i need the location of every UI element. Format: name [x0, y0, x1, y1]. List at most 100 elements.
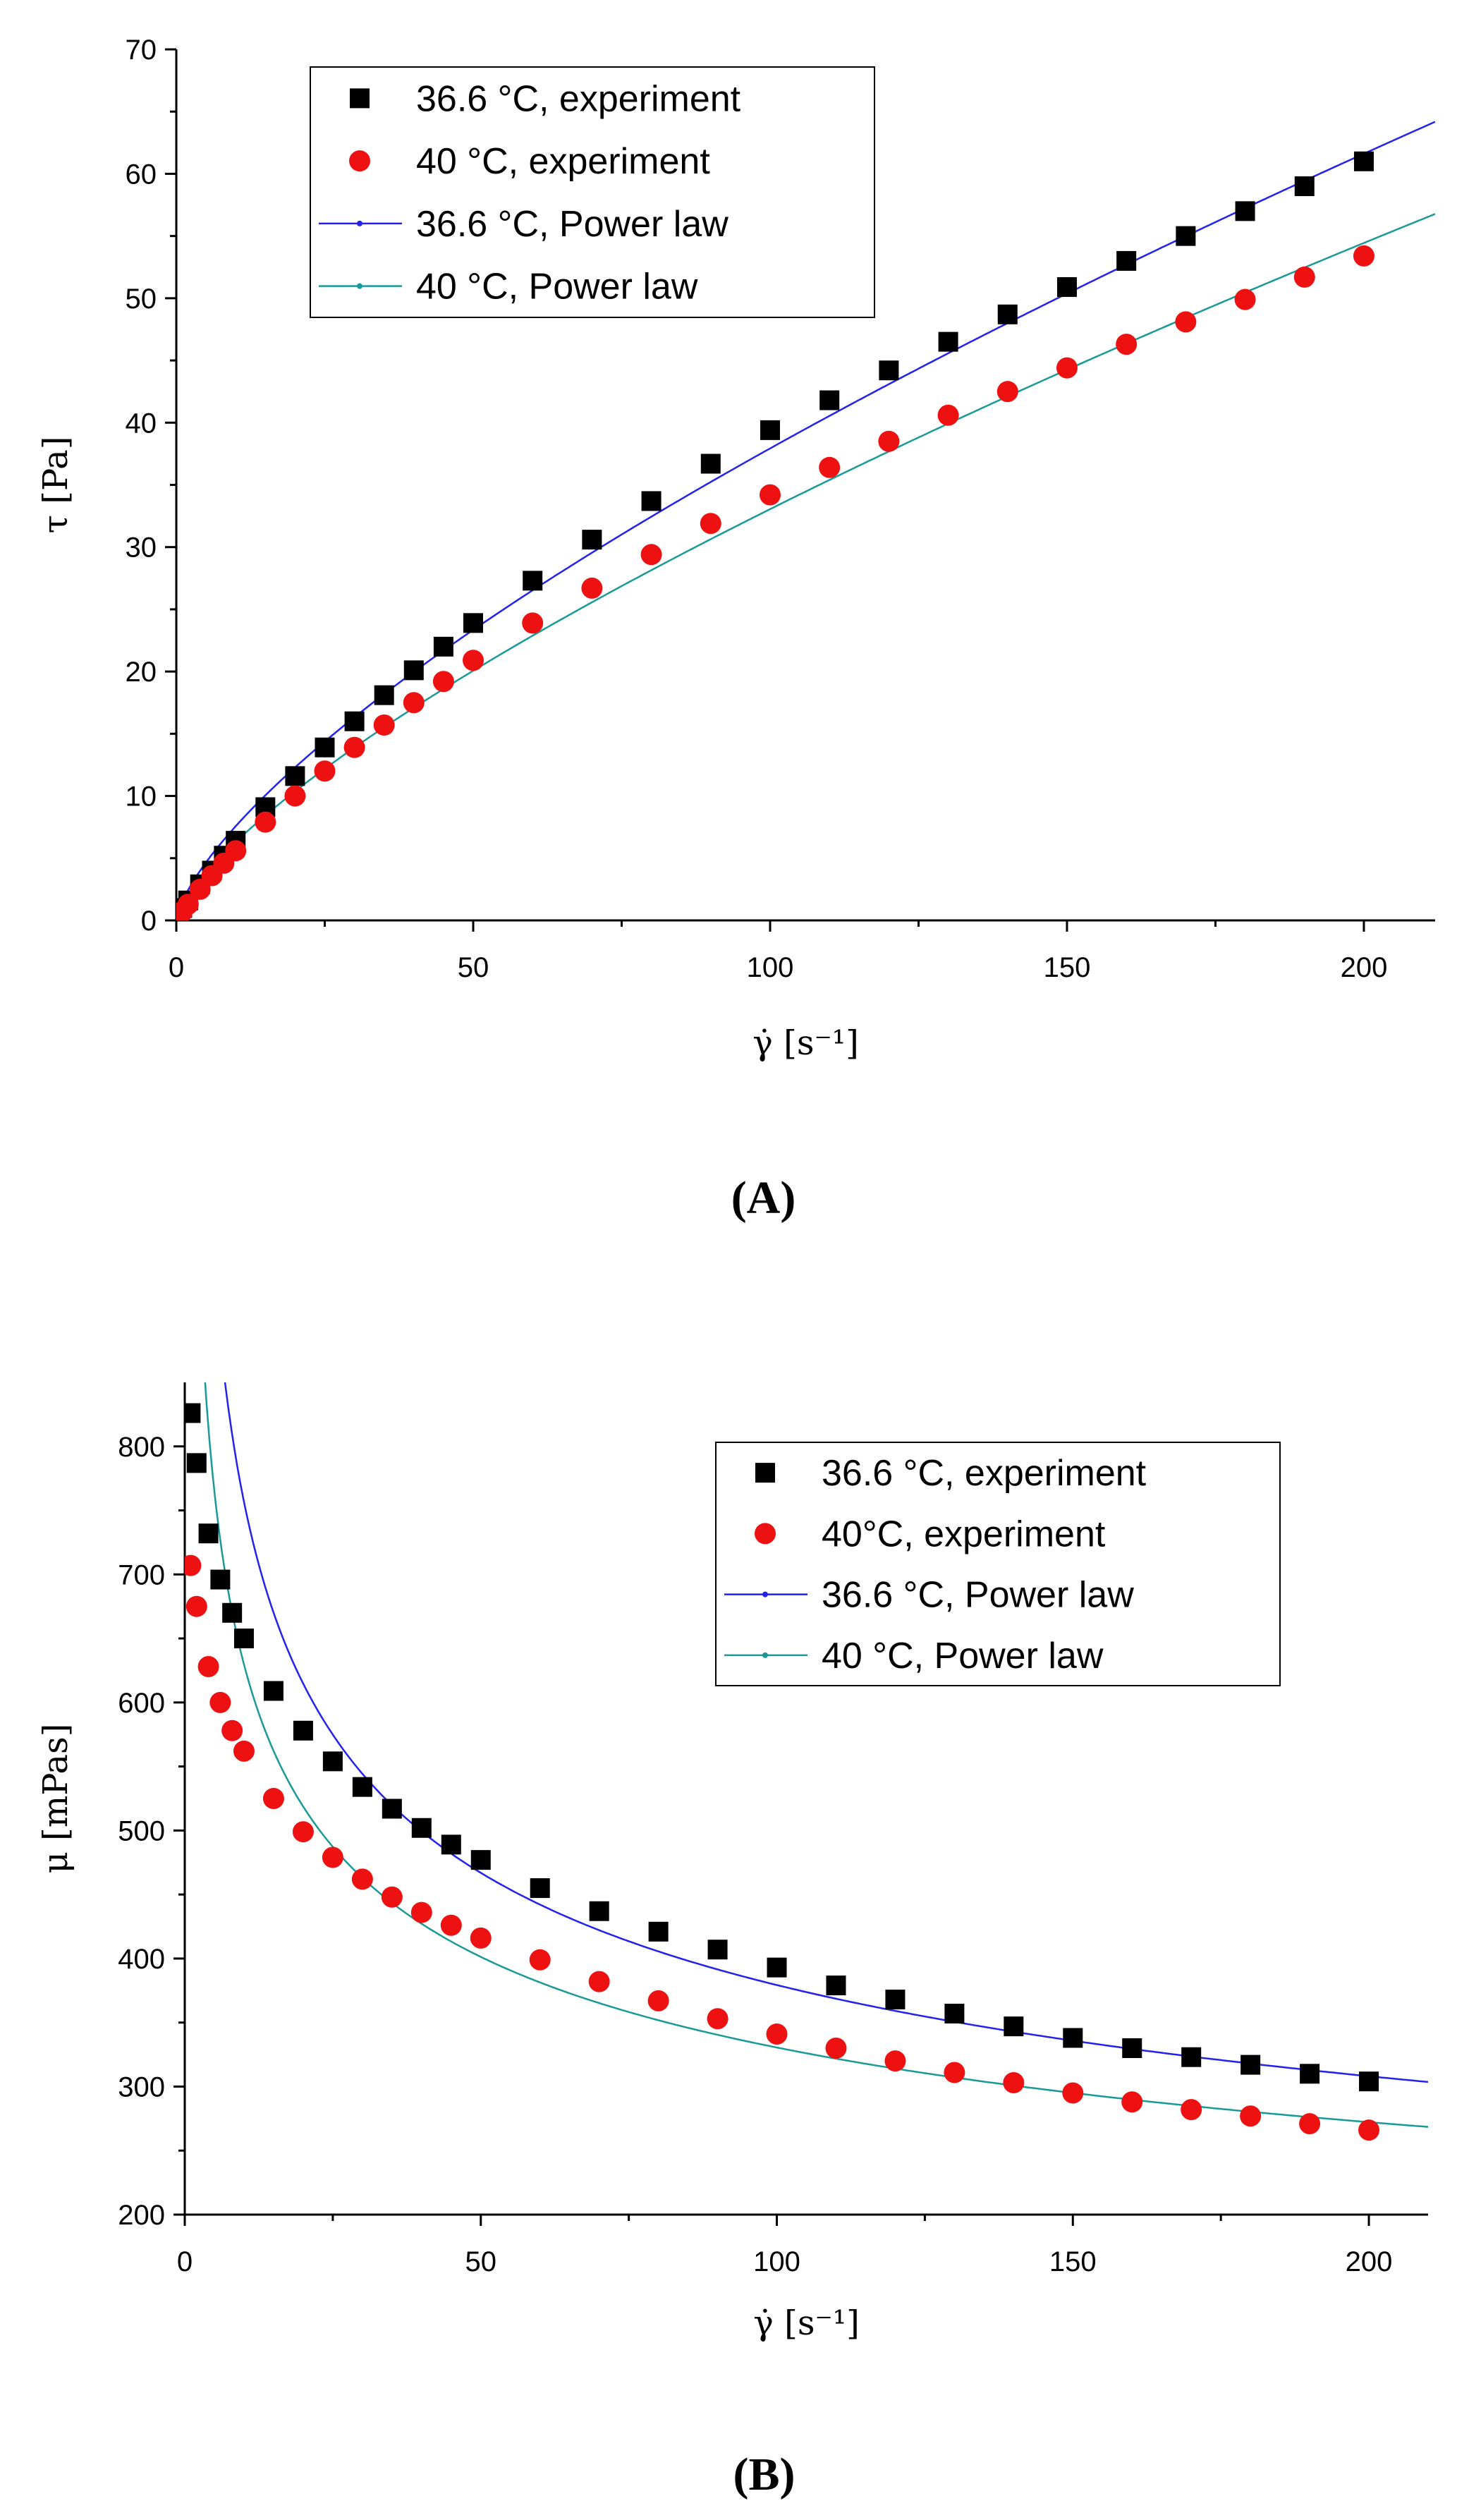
data-point [233, 1740, 255, 1762]
y-tick-label: 800 [118, 1432, 165, 1463]
data-point [707, 1940, 728, 1960]
data-point [581, 577, 603, 599]
data-point [197, 1656, 219, 1678]
x-tick-label: 150 [1049, 2246, 1097, 2277]
x-tick-label: 100 [753, 2246, 800, 2277]
data-point [1116, 334, 1138, 355]
data-point [292, 1821, 314, 1843]
legend-label: 36.6 °C, Power law [822, 1575, 1134, 1616]
data-point [403, 660, 424, 681]
data-point [1293, 266, 1315, 288]
data-point [640, 544, 662, 566]
data-point [760, 420, 780, 440]
legend-symbol [350, 88, 370, 109]
y-tick-label: 700 [118, 1559, 165, 1590]
legend-label: 36.6 °C, experiment [416, 78, 741, 119]
legend-symbol [349, 150, 370, 172]
data-point [937, 404, 959, 426]
data-point [759, 484, 781, 506]
chart-panel-b: 0 50 100 150 200 200 300 400 500 600 700 800 γ̇ [s⁻¹… [36, 1382, 1428, 2500]
data-point [825, 2038, 847, 2059]
data-point [819, 390, 840, 410]
data-point [1116, 250, 1137, 271]
data-point [1299, 2113, 1321, 2135]
data-point [198, 1523, 219, 1544]
legend-label: 40 °C, Power law [822, 1636, 1104, 1676]
data-point [1353, 151, 1374, 171]
legend-symbol-dot [762, 1652, 768, 1658]
data-point [700, 513, 721, 535]
data-point [322, 1751, 343, 1772]
data-point [462, 650, 484, 671]
data-point [225, 840, 247, 862]
data-point [210, 1569, 231, 1590]
data-point [529, 1949, 551, 1971]
chart-panel-a: 0 50 100 150 200 0 10 20 30 40 50 60 70 γ̇ [s⁻¹] τ [Pa… [36, 35, 1435, 1224]
x-tick-label: 50 [465, 2246, 497, 2277]
data-point [530, 1878, 550, 1899]
legend-box [310, 66, 875, 318]
y-tick-label: 20 [126, 657, 157, 688]
y-tick-label: 200 [118, 2200, 165, 2231]
x-axis-label: γ̇ [s⁻¹] [752, 1023, 859, 1063]
data-point [374, 685, 394, 705]
data-point [997, 304, 1018, 324]
data-point [185, 1403, 201, 1423]
data-point [648, 1921, 669, 1942]
legend-symbol [755, 1523, 776, 1545]
data-point [322, 1846, 343, 1868]
legend-label: 40°C, experiment [822, 1514, 1106, 1554]
data-point [262, 1788, 284, 1809]
data-point [403, 692, 425, 714]
legend-symbol [755, 1463, 775, 1483]
data-point [819, 456, 841, 478]
data-point [700, 454, 721, 474]
y-tick-label: 60 [126, 159, 157, 190]
y-tick-label: 40 [126, 408, 157, 439]
y-axis-label: τ [Pa] [36, 436, 75, 533]
data-point [285, 766, 305, 786]
data-point [255, 811, 276, 833]
x-tick-label: 100 [747, 952, 794, 983]
data-point [221, 1719, 243, 1741]
data-point [884, 2050, 906, 2072]
data-point [344, 711, 365, 731]
legend-label: 36.6 °C, Power law [416, 204, 728, 245]
data-point [410, 1901, 432, 1923]
legend-label: 36.6 °C, experiment [822, 1453, 1147, 1494]
data-point [1300, 2064, 1320, 2084]
data-point [463, 613, 483, 633]
data-point [185, 1595, 207, 1617]
data-point [885, 1990, 906, 2010]
data-point [878, 430, 900, 452]
legend-label: 40 °C, experiment [416, 141, 710, 182]
data-point [382, 1798, 402, 1819]
data-point [189, 878, 211, 900]
y-tick-label: 500 [118, 1815, 165, 1846]
data-point [432, 671, 454, 693]
y-tick-label: 70 [126, 35, 157, 66]
data-point [938, 331, 958, 352]
panel-label: (B) [733, 2449, 795, 2500]
data-point [441, 1834, 461, 1855]
data-point [1121, 2091, 1143, 2113]
legend: 36.6 °C, experiment 40 °C, experiment 36.6… [310, 66, 875, 318]
y-tick-label: 50 [126, 284, 157, 315]
data-point [411, 1818, 432, 1838]
data-point [263, 1681, 284, 1701]
data-point [522, 612, 544, 634]
data-point [1063, 2028, 1083, 2048]
legend-symbol-dot [357, 283, 362, 289]
data-point [1181, 2099, 1202, 2121]
x-tick-label: 0 [177, 2246, 193, 2277]
x-tick-label: 0 [169, 952, 184, 983]
data-point [314, 760, 336, 782]
data-point [373, 714, 395, 736]
y-tick-label: 30 [126, 532, 157, 564]
legend-label: 40 °C, Power law [416, 267, 698, 308]
data-point [284, 785, 306, 807]
data-point [233, 1629, 254, 1649]
data-point [433, 636, 453, 657]
data-point [343, 736, 365, 758]
